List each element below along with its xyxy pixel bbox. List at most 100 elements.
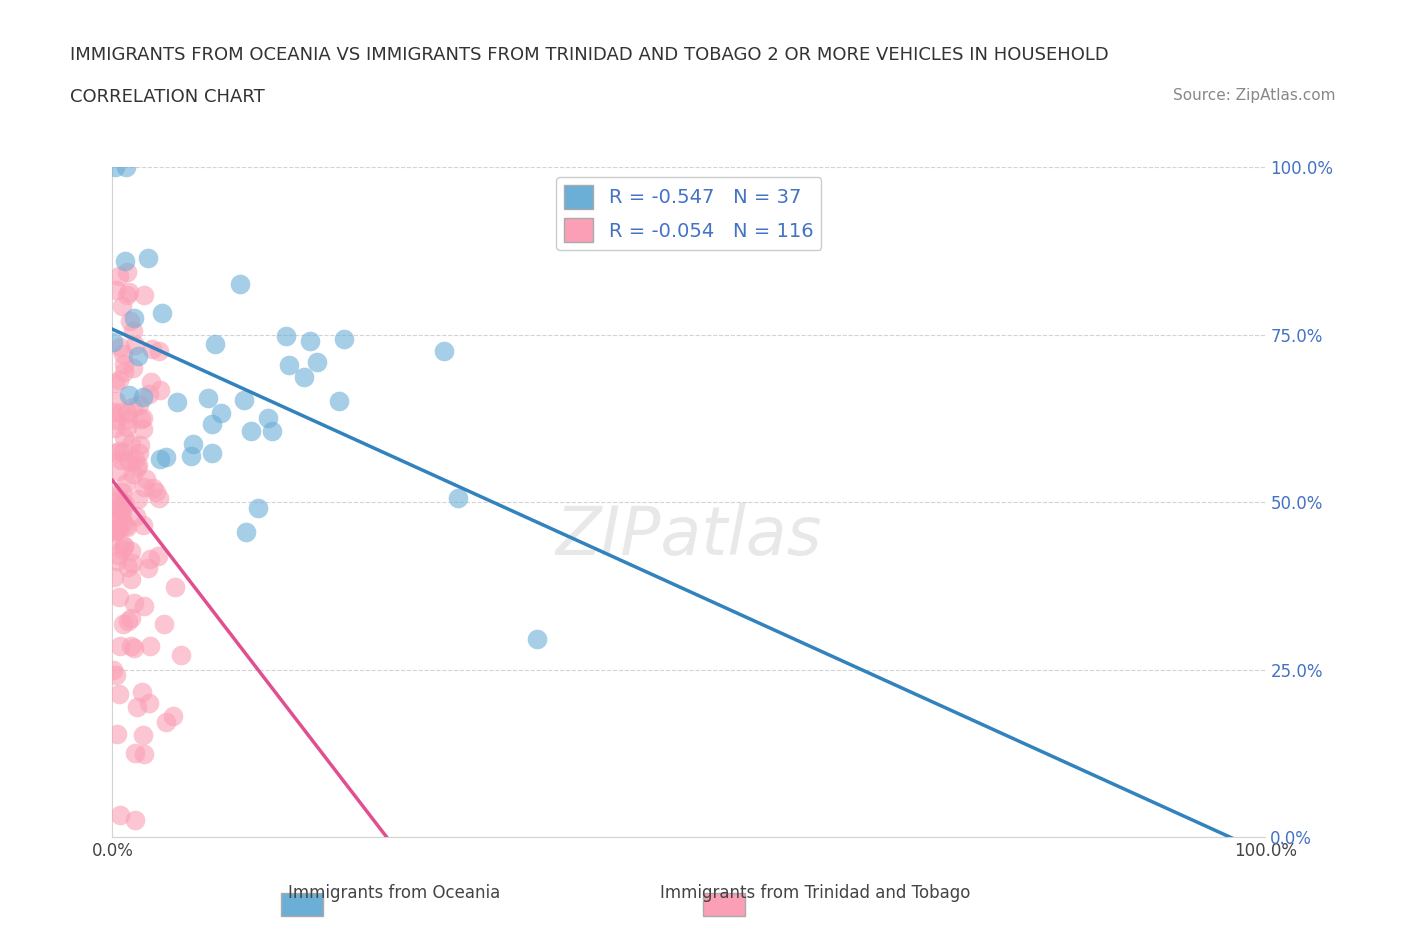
Point — [138, 696, 160, 711]
Point — [134, 288, 156, 303]
Point — [110, 509, 132, 524]
Point — [228, 276, 250, 291]
Point — [201, 446, 224, 461]
Legend: R = -0.547   N = 37, R = -0.054   N = 116: R = -0.547 N = 37, R = -0.054 N = 116 — [557, 177, 821, 250]
Point — [204, 337, 226, 352]
Point — [105, 413, 128, 428]
Point — [117, 405, 139, 420]
Point — [105, 726, 128, 741]
Point — [103, 487, 125, 502]
Point — [111, 445, 134, 459]
Point — [103, 569, 125, 584]
Point — [107, 521, 129, 536]
Point — [108, 491, 131, 506]
Point — [117, 412, 139, 427]
Point — [110, 405, 132, 420]
Point — [447, 491, 470, 506]
Point — [120, 610, 142, 625]
Point — [299, 334, 322, 349]
Point — [292, 370, 315, 385]
Point — [148, 491, 170, 506]
Point — [103, 524, 125, 538]
Point — [134, 598, 156, 613]
Point — [149, 382, 172, 397]
Point — [132, 389, 155, 404]
Point — [107, 548, 129, 563]
Point — [432, 344, 454, 359]
Point — [142, 481, 165, 496]
Point — [105, 522, 128, 537]
Point — [274, 328, 297, 343]
Point — [246, 500, 269, 515]
Point — [139, 552, 162, 567]
Point — [117, 614, 139, 629]
Point — [132, 517, 155, 532]
Point — [105, 394, 128, 409]
Point — [110, 502, 132, 517]
Point — [104, 421, 127, 436]
Point — [148, 549, 170, 564]
Point — [115, 476, 138, 491]
Point — [232, 392, 254, 407]
Point — [114, 519, 136, 534]
Point — [135, 472, 157, 487]
Point — [108, 686, 131, 701]
Point — [124, 746, 146, 761]
Point — [112, 514, 135, 529]
Point — [128, 445, 150, 460]
Point — [120, 572, 142, 587]
Point — [117, 560, 139, 575]
Point — [131, 411, 153, 426]
Point — [105, 553, 128, 568]
Point — [181, 437, 204, 452]
Point — [122, 324, 145, 339]
Point — [118, 285, 141, 299]
Point — [107, 501, 129, 516]
Point — [121, 360, 143, 375]
Text: Immigrants from Trinidad and Tobago: Immigrants from Trinidad and Tobago — [661, 884, 970, 902]
Point — [122, 311, 145, 325]
Point — [129, 437, 152, 452]
Point — [148, 343, 170, 358]
Point — [278, 358, 301, 373]
Point — [132, 421, 155, 436]
Point — [149, 452, 172, 467]
Point — [132, 480, 155, 495]
Point — [328, 393, 350, 408]
Point — [105, 667, 128, 682]
Point — [155, 714, 177, 729]
Point — [118, 453, 141, 468]
Point — [111, 542, 134, 557]
Point — [101, 335, 124, 350]
Point — [115, 520, 138, 535]
Point — [138, 387, 160, 402]
Point — [112, 538, 135, 553]
Point — [111, 347, 134, 362]
Point — [108, 372, 131, 387]
Point — [104, 376, 127, 391]
Point — [155, 449, 177, 464]
Point — [136, 561, 159, 576]
Point — [112, 538, 135, 553]
Point — [124, 641, 146, 656]
Point — [103, 405, 125, 419]
Point — [121, 555, 143, 570]
Point — [112, 365, 135, 379]
Text: CORRELATION CHART: CORRELATION CHART — [70, 88, 266, 106]
Point — [526, 631, 548, 646]
Point — [333, 331, 356, 346]
Point — [110, 639, 132, 654]
Point — [122, 467, 145, 482]
Point — [103, 529, 125, 544]
Point — [104, 513, 127, 528]
Point — [111, 495, 134, 510]
Point — [180, 449, 202, 464]
Point — [127, 460, 149, 475]
Point — [120, 543, 142, 558]
Point — [103, 524, 125, 538]
Text: ZIPatlas: ZIPatlas — [555, 503, 823, 568]
Point — [127, 492, 149, 507]
Point — [124, 812, 146, 827]
Point — [162, 709, 184, 724]
Point — [122, 400, 145, 415]
